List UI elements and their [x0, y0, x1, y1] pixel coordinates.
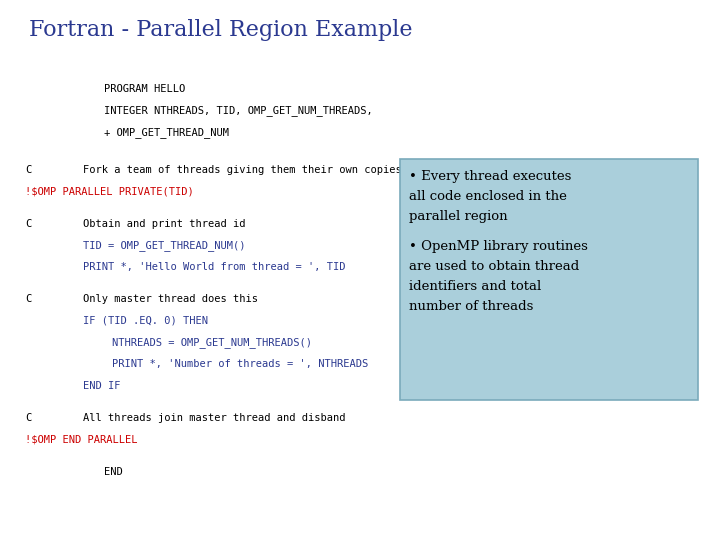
Text: all code enclosed in the: all code enclosed in the [409, 190, 567, 203]
Text: NTHREADS = OMP_GET_NUM_THREADS(): NTHREADS = OMP_GET_NUM_THREADS() [112, 338, 312, 348]
Text: Only master thread does this: Only master thread does this [83, 294, 258, 305]
Text: • Every thread executes: • Every thread executes [409, 170, 572, 183]
Text: All threads join master thread and disband: All threads join master thread and disba… [83, 413, 346, 423]
Text: parallel region: parallel region [409, 210, 508, 223]
FancyBboxPatch shape [400, 159, 698, 400]
Text: + OMP_GET_THREAD_NUM: + OMP_GET_THREAD_NUM [104, 127, 230, 138]
Text: C: C [25, 219, 32, 229]
Text: PROGRAM HELLO: PROGRAM HELLO [104, 84, 186, 94]
Text: !$OMP PARALLEL PRIVATE(TID): !$OMP PARALLEL PRIVATE(TID) [25, 186, 194, 197]
Text: • OpenMP library routines: • OpenMP library routines [409, 240, 588, 253]
Text: C: C [25, 165, 32, 175]
Text: !$OMP END PARALLEL: !$OMP END PARALLEL [25, 435, 138, 445]
Text: IF (TID .EQ. 0) THEN: IF (TID .EQ. 0) THEN [83, 316, 208, 326]
Text: are used to obtain thread: are used to obtain thread [409, 260, 579, 273]
Text: END: END [104, 467, 123, 477]
Text: C: C [25, 413, 32, 423]
Text: PRINT *, 'Hello World from thread = ', TID: PRINT *, 'Hello World from thread = ', T… [83, 262, 346, 272]
Text: PRINT *, 'Number of threads = ', NTHREADS: PRINT *, 'Number of threads = ', NTHREAD… [112, 359, 368, 369]
Text: identifiers and total: identifiers and total [409, 280, 541, 293]
Text: Fortran - Parallel Region Example: Fortran - Parallel Region Example [29, 19, 413, 41]
Text: Obtain and print thread id: Obtain and print thread id [83, 219, 246, 229]
Text: INTEGER NTHREADS, TID, OMP_GET_NUM_THREADS,: INTEGER NTHREADS, TID, OMP_GET_NUM_THREA… [104, 105, 373, 116]
Text: TID = OMP_GET_THREAD_NUM(): TID = OMP_GET_THREAD_NUM() [83, 240, 246, 251]
Text: C: C [25, 294, 32, 305]
Text: number of threads: number of threads [409, 300, 534, 313]
Text: Fork a team of threads giving them their own copies of variables: Fork a team of threads giving them their… [83, 165, 483, 175]
Text: END IF: END IF [83, 381, 120, 391]
